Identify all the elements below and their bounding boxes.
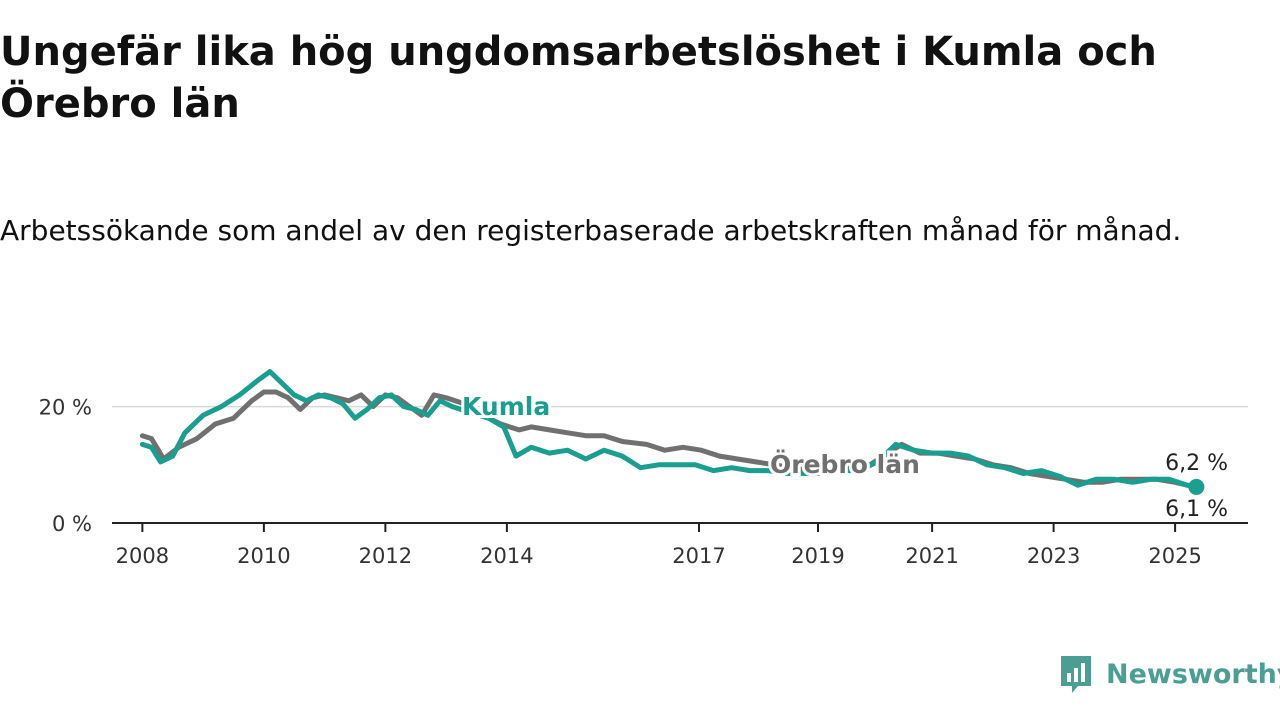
x-tick-label: 2012	[359, 544, 412, 568]
y-tick-label: 0 %	[52, 512, 92, 536]
x-tick-label: 2017	[672, 544, 725, 568]
x-tick-label: 2019	[791, 544, 844, 568]
chart-title: Ungefär lika hög ungdomsarbetslöshet i K…	[0, 29, 1157, 127]
x-tick-label: 2021	[905, 544, 958, 568]
chart-subtitle: Arbetssökande som andel av den registerb…	[0, 214, 1182, 247]
x-tick-label: 2025	[1148, 544, 1201, 568]
series-line-kumla	[139, 369, 1199, 490]
end-value-label: 6,2 %	[1165, 451, 1228, 476]
series-label: Örebro län	[770, 449, 920, 479]
x-tick-label: 2010	[237, 544, 290, 568]
line-chart: 0 % 20 % 2008 2010 2012 2014 2017 2019 2021 2023 2…	[39, 369, 1248, 568]
end-point-marker	[1188, 478, 1205, 495]
end-value-label: 6,1 %	[1165, 497, 1228, 522]
x-tick-label: 2023	[1027, 544, 1080, 568]
x-tick-label: 2008	[116, 544, 169, 568]
x-tick-label: 2014	[480, 544, 533, 568]
bar-chart-speech-icon	[1061, 656, 1091, 693]
series-label: Kumla	[462, 392, 550, 421]
y-tick-label: 20 %	[39, 396, 92, 420]
brand-name: Newsworthy	[1106, 658, 1280, 690]
brand-logo: Newsworthy	[1058, 653, 1280, 695]
